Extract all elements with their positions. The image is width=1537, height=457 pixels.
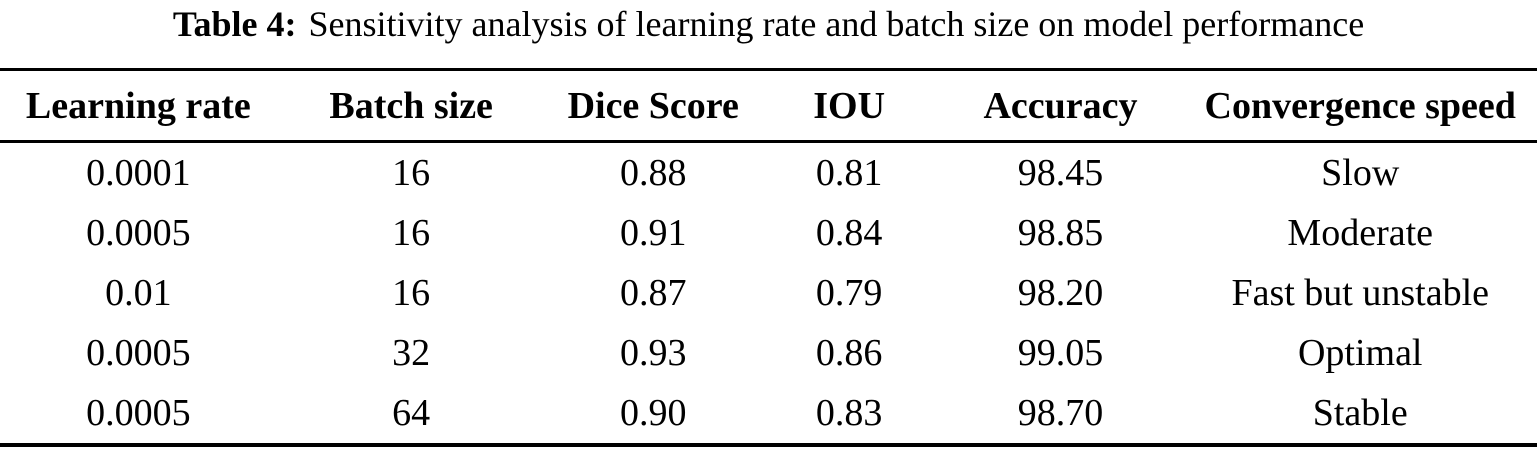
table-cell: 98.70 [1017,392,1104,434]
table-cell: 0.83 [815,392,883,434]
table-cell: 0.0005 [86,332,191,374]
table-cell: 0.88 [619,152,687,194]
table-cell: 0.84 [815,212,883,254]
column-header: IOU [813,84,886,127]
table-cell: 98.20 [1017,272,1104,314]
table-cell: Stable [1312,392,1408,434]
table-caption: Table 4: Sensitivity analysis of learning… [0,2,1537,47]
table-cell: 98.85 [1017,212,1104,254]
table-cell: 0.0001 [86,152,191,194]
table-caption-text: Sensitivity analysis of learning rate an… [308,4,1365,44]
table-cell: 98.45 [1017,152,1104,194]
table-cell: Slow [1321,152,1400,194]
table-cell: 32 [392,332,431,374]
results-table: Learning rate Batch size Dice Score IOU Accu… [0,68,1537,447]
table-cell: 0.86 [815,332,883,374]
table-cell: 0.90 [619,392,687,434]
table-cell: 0.0005 [86,392,191,434]
table-body: 0.0001 16 0.88 0.81 98.45 Slow 0.0005 16 0.91 0.8… [0,142,1537,446]
table-row: 0.0005 16 0.91 0.84 98.85 Moderate [0,203,1537,263]
table-cell: Optimal [1297,332,1423,374]
table-cell: 16 [392,272,431,314]
column-header: Learning rate [25,84,251,127]
table-cell: 0.79 [815,272,883,314]
table-cell: 0.91 [619,212,687,254]
table-cell: Moderate [1287,212,1434,254]
column-header: Convergence speed [1204,84,1516,127]
table-cell: 16 [392,152,431,194]
column-header: Accuracy [983,84,1138,127]
table-cell: 0.81 [815,152,883,194]
table-header: Learning rate Batch size Dice Score IOU Accu… [0,69,1537,142]
table-row: 0.01 16 0.87 0.79 98.20 Fast but unstable [0,263,1537,323]
column-header: Dice Score [567,84,739,127]
table-cell: 16 [392,212,431,254]
column-header: Batch size [329,84,493,127]
table-row: 0.0001 16 0.88 0.81 98.45 Slow [0,142,1537,204]
table-cell: 0.01 [105,272,172,314]
table-cell: 64 [392,392,431,434]
table-cell: 0.0005 [86,212,191,254]
table-row: 0.0005 32 0.93 0.86 99.05 Optimal [0,323,1537,383]
table-cell: 0.87 [619,272,687,314]
table-cell: Fast but unstable [1231,272,1489,314]
table-cell: 0.93 [619,332,687,374]
table-cell: 99.05 [1017,332,1104,374]
table-caption-label: Table 4: [172,4,297,44]
table-row: 0.0005 64 0.90 0.83 98.70 Stable [0,383,1537,445]
table-header-row: Learning rate Batch size Dice Score IOU Accu… [0,69,1537,142]
